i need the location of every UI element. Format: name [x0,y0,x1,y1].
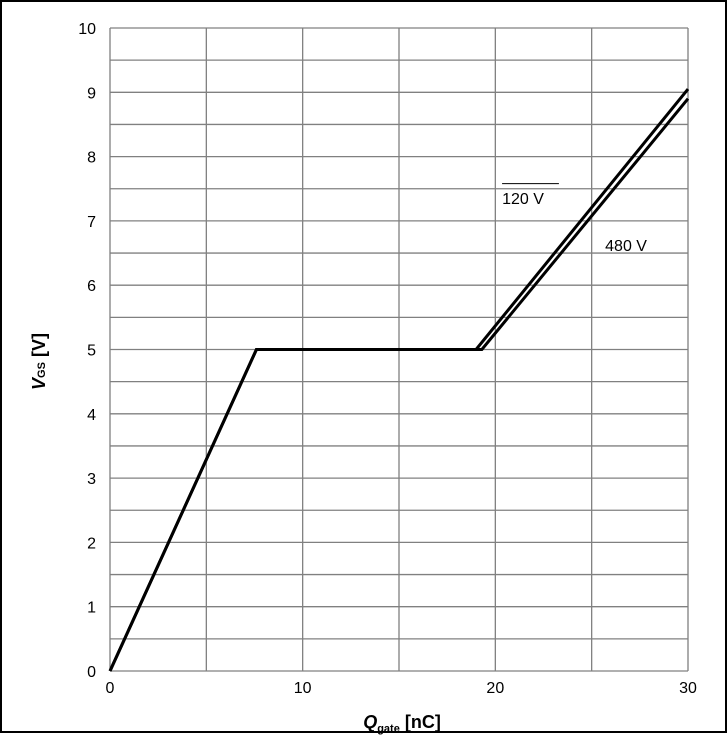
y-tick-label: 4 [87,407,96,424]
y-tick-label: 1 [87,600,96,617]
axis-titles: Qgate [nC] VGS [V] [29,333,441,735]
series-line-480v [108,97,690,672]
x-tick-label: 0 [106,680,115,697]
x-axis-title: Qgate [nC] [363,712,441,735]
annotation-480v: 480 V [605,238,647,255]
x-tick-label: 20 [486,680,504,697]
y-axis-title-unit: [V] [29,333,49,362]
x-axis-title-main: Q [363,712,377,732]
y-tick-label: 5 [87,343,96,360]
y-tick-label: 0 [87,664,96,681]
y-axis-title: VGS [V] [29,333,49,390]
x-axis-title-unit: [nC] [400,712,441,732]
y-tick-label: 10 [78,21,96,38]
x-tick-label: 30 [679,680,697,697]
y-axis-title-sub: GS [36,362,48,378]
y-tick-label: 7 [87,214,96,231]
y-tick-label: 2 [87,535,96,552]
y-tick-label: 8 [87,150,96,167]
y-tick-label: 6 [87,278,96,295]
series-lines [108,88,690,672]
y-axis-title-main: V [29,376,49,390]
annotations: 120 V 480 V [502,183,647,255]
x-axis-title-sub: gate [377,723,400,735]
y-tick-label: 3 [87,471,96,488]
annotation-120v: 120 V [502,191,544,208]
x-tick-label: 10 [294,680,312,697]
y-tick-label: 9 [87,85,96,102]
tick-labels: 0 1 2 3 4 5 6 7 8 9 10 0 10 20 30 [78,21,697,697]
